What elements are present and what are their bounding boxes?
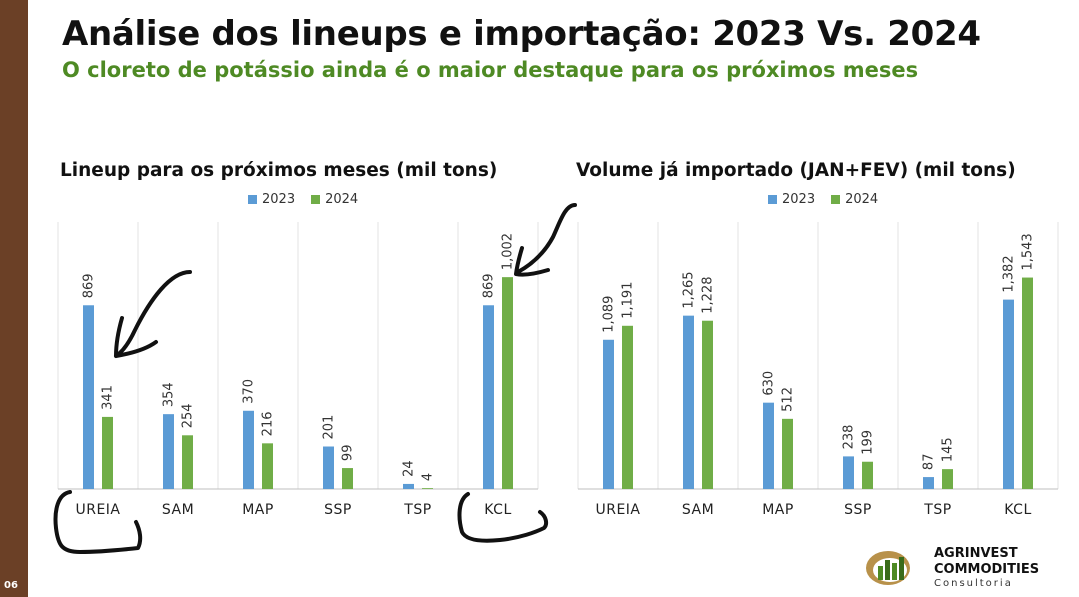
logo-subtitle: Consultoria — [934, 578, 1013, 589]
data-label-2023-sam: 354 — [162, 382, 177, 407]
data-label-2024-sam: 254 — [181, 403, 196, 428]
data-label-2023-map: 630 — [762, 371, 777, 396]
data-label-2024-map: 512 — [781, 387, 796, 412]
bar-2023-map — [763, 402, 774, 489]
data-label-2024-ureia: 341 — [101, 385, 116, 410]
bar-2024-sam — [702, 320, 713, 489]
data-label-2024-tsp: 145 — [941, 437, 956, 462]
imported-volume-bar-chart: 1,089 1,191 UREIA 1,265 1,228 SAM 630 512 MAP 238… — [577, 222, 1059, 518]
legend-label-2023: 2023 — [782, 192, 816, 207]
bar-2023-map — [243, 410, 254, 489]
data-label-2024-kcl: 1,002 — [501, 233, 516, 270]
bar-2024-ssp — [862, 461, 873, 489]
category-label-ssp: SSP — [844, 502, 872, 518]
data-label-2023-kcl: 869 — [482, 273, 497, 298]
slide-subtitle: O cloreto de potássio ainda é o maior de… — [62, 58, 919, 82]
data-label-2023-ssp: 238 — [842, 425, 857, 450]
legend-swatch-2024 — [831, 195, 841, 204]
data-label-2024-tsp: 4 — [421, 473, 436, 481]
bar-2023-ureia — [603, 339, 614, 489]
data-label-2024-map: 216 — [261, 412, 276, 437]
slide-title: Análise dos lineups e importação: 2023 V… — [62, 14, 981, 54]
legend-swatch-2023 — [248, 195, 257, 204]
logo-line1: AGRINVEST — [934, 546, 1018, 561]
data-label-2023-ureia: 869 — [82, 273, 97, 298]
bar-2023-ureia — [83, 305, 94, 489]
legend-item-2023: 2023 — [768, 192, 815, 207]
bar-2024-tsp — [422, 488, 433, 489]
bar-2024-ureia — [102, 416, 113, 489]
company-logo: AGRINVEST COMMODITIES Consultoria — [864, 544, 1064, 592]
legend-swatch-2023 — [768, 195, 777, 204]
legend-label-2024: 2024 — [845, 192, 879, 207]
bar-2023-ssp — [323, 446, 334, 489]
legend-label-2023: 2023 — [262, 192, 296, 207]
data-label-2024-sam: 1,228 — [701, 276, 716, 313]
bar-2024-map — [782, 418, 793, 489]
page-number: 06 — [4, 580, 18, 591]
data-label-2023-tsp: 24 — [402, 460, 417, 477]
lineup-bar-chart: 869 341 UREIA 354 254 SAM 370 216 MAP 201 99 SSP 24 4… — [57, 222, 539, 518]
bar-2023-sam — [683, 315, 694, 489]
category-label-kcl: KCL — [1004, 502, 1032, 518]
bar-2023-tsp — [403, 483, 414, 489]
bar-2024-kcl — [502, 277, 513, 489]
category-label-sam: SAM — [682, 502, 714, 518]
data-label-2023-sam: 1,265 — [682, 271, 697, 308]
data-label-2023-tsp: 87 — [922, 454, 937, 471]
logo-line2: COMMODITIES — [934, 562, 1040, 577]
legend-label-2024: 2024 — [325, 192, 359, 207]
category-label-ureia: UREIA — [75, 502, 120, 518]
bar-2023-sam — [163, 414, 174, 489]
data-label-2023-map: 370 — [242, 379, 257, 404]
legend-item-2024: 2024 — [831, 192, 878, 207]
category-label-sam: SAM — [162, 502, 194, 518]
data-label-2023-ureia: 1,089 — [602, 296, 617, 333]
bar-2024-ssp — [342, 468, 353, 489]
data-label-2023-ssp: 201 — [322, 415, 337, 440]
legend-item-2024: 2024 — [311, 192, 358, 207]
chart1-legend: 2023 2024 — [248, 192, 358, 207]
chart2-legend: 2023 2024 — [768, 192, 878, 207]
data-label-2024-kcl: 1,543 — [1021, 233, 1036, 270]
category-label-tsp: TSP — [403, 502, 431, 518]
data-label-2024-ureia: 1,191 — [621, 282, 636, 319]
category-label-tsp: TSP — [923, 502, 951, 518]
agrinvest-logo-icon — [866, 551, 910, 585]
legend-swatch-2024 — [311, 195, 321, 204]
brand-sidebar: 06 — [0, 0, 28, 597]
bar-2024-sam — [182, 435, 193, 489]
bar-2023-kcl — [1003, 299, 1014, 489]
bar-2024-ureia — [622, 325, 633, 489]
data-label-2023-kcl: 1,382 — [1002, 255, 1017, 292]
chart2-title: Volume já importado (JAN+FEV) (mil tons) — [576, 160, 1016, 181]
bar-2024-kcl — [1022, 277, 1033, 489]
bar-2023-tsp — [923, 477, 934, 489]
bar-2024-map — [262, 443, 273, 489]
category-label-map: MAP — [242, 502, 274, 518]
category-label-ssp: SSP — [324, 502, 352, 518]
chart1-title: Lineup para os próximos meses (mil tons) — [60, 160, 498, 181]
logo-text: AGRINVEST COMMODITIES — [934, 546, 1039, 578]
category-label-kcl: KCL — [484, 502, 512, 518]
data-label-2024-ssp: 99 — [341, 445, 356, 462]
legend-item-2023: 2023 — [248, 192, 295, 207]
bar-2023-ssp — [843, 456, 854, 489]
bar-2024-tsp — [942, 469, 953, 489]
bar-2023-kcl — [483, 305, 494, 489]
data-label-2024-ssp: 199 — [861, 430, 876, 455]
category-label-ureia: UREIA — [595, 502, 640, 518]
category-label-map: MAP — [762, 502, 794, 518]
